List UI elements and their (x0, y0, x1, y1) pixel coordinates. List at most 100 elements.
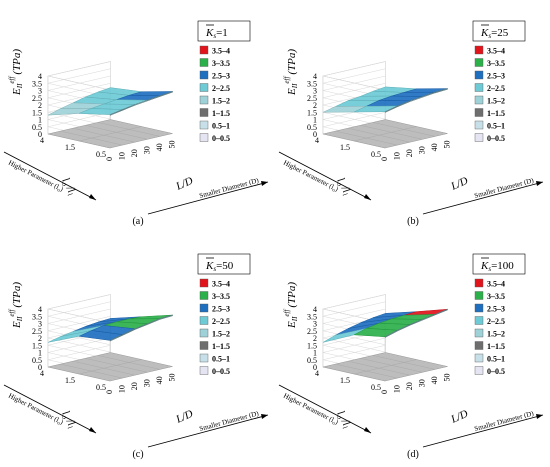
legend-entry: 3–3.5 (212, 292, 230, 301)
col-tick-label: 0 (380, 157, 389, 161)
legend-entry: 3.5–4 (212, 47, 230, 56)
z-axis-label: EIIeff(TPa) (283, 282, 299, 329)
legend-swatch (199, 133, 209, 142)
legend-swatch (474, 366, 484, 375)
col-axis-arrow (422, 414, 544, 448)
z-axis-label: EIIeff(TPa) (283, 49, 299, 96)
row-tick-label: 1.5 (65, 376, 75, 385)
z-tick-label: 3.5 (32, 312, 42, 321)
col-tick-label: 40 (430, 376, 439, 384)
z-tick-label: 0.5 (307, 356, 317, 365)
col-tick-label: 10 (393, 385, 402, 393)
legend-entry: 1.5–2 (212, 330, 230, 339)
col-tick-label: 40 (430, 143, 439, 151)
surface-edge (109, 314, 173, 342)
legend-swatch (199, 120, 209, 130)
floor-grid (353, 126, 417, 142)
grid-line (47, 308, 111, 324)
col-tick-label: 40 (155, 143, 164, 151)
z-axis-label: EIIeff(TPa) (8, 282, 24, 329)
surface-edge (384, 88, 448, 113)
row-axis-description: Higher Parameter (lo) (6, 392, 65, 428)
z-tick-label: 4 (313, 305, 317, 314)
legend-swatch (474, 45, 484, 55)
legend-entry: 1–1.5 (212, 342, 230, 351)
legend-entry: 0–0.5 (487, 134, 505, 143)
ks-box (197, 253, 251, 275)
col-axis-arrowhead (261, 181, 268, 186)
legend-swatch (474, 303, 484, 313)
grid-line (47, 68, 111, 84)
col-axis-arrowhead (536, 414, 543, 419)
legend-entry: 0–0.5 (212, 367, 230, 376)
row-axis-description: Higher Parameter (lo) (281, 392, 340, 428)
col-tick-label: 0 (105, 390, 114, 394)
chart-panel-a: 0 0.5 1 1.5 2 2.5 3 3.5 4 4 1.5 0.5 0 10 20 30 40 50 EIIef… (0, 0, 275, 233)
legend-entry: 3–3.5 (212, 59, 230, 68)
col-tick-label: 40 (155, 376, 164, 384)
col-axis-label: L/D (448, 408, 469, 426)
legend-entry: 2.5–3 (487, 72, 505, 81)
col-tick-label: 50 (168, 374, 177, 382)
legend-entry: 1.5–2 (212, 97, 230, 106)
row-axis-arrowhead (364, 194, 371, 200)
legend-swatch (474, 341, 484, 350)
z-tick-label: 0.5 (32, 356, 42, 365)
z-axis-label: EIIeff(TPa) (8, 49, 24, 96)
z-tick-label: 1 (313, 116, 317, 125)
col-tick-label: 0 (105, 157, 114, 161)
legend-entry: 1.5–2 (487, 330, 505, 339)
z-tick-label: 1.5 (32, 341, 42, 350)
row-tick-label: 4 (315, 369, 319, 378)
grid-line (322, 294, 386, 310)
legend-swatch (199, 328, 209, 338)
grid-line (322, 330, 386, 345)
surface-edge (109, 91, 173, 116)
legend-swatch (199, 303, 209, 313)
z-tick-label: 2 (38, 334, 42, 343)
z-tick-label: 2.5 (307, 94, 317, 103)
row-axis-label: lo /ll (58, 409, 78, 430)
z-tick-label: 1 (313, 349, 317, 358)
legend-swatch (474, 58, 484, 67)
z-tick-label: 3.5 (307, 312, 317, 321)
z-tick-label: 1 (38, 349, 42, 358)
z-tick-label: 2.5 (32, 94, 42, 103)
col-tick-label: 30 (418, 379, 427, 387)
col-axis-description: Smaller Diameter (D) (473, 176, 535, 200)
z-tick-label: 2 (313, 101, 317, 110)
row-tick-label: 0.5 (96, 150, 106, 159)
col-tick-label: 20 (405, 149, 414, 157)
panel-label: (c) (132, 449, 143, 460)
row-tick-label: 4 (40, 136, 44, 145)
legend-entry: 0.5–1 (212, 122, 230, 131)
row-axis-arrow (278, 151, 372, 201)
z-tick-label: 3.5 (32, 79, 42, 88)
legend-swatch (474, 328, 484, 338)
legend-swatch (199, 278, 209, 288)
row-tick-label: 4 (40, 369, 44, 378)
grid-line (322, 61, 386, 77)
legend-swatch (474, 108, 484, 117)
legend-swatch (474, 278, 484, 288)
col-tick-label: 30 (143, 146, 152, 154)
floor-grid (78, 359, 142, 375)
chart-panel-b: 0 0.5 1 1.5 2 2.5 3 3.5 4 4 1.5 0.5 0 10 20 30 40 50 EIIef… (275, 0, 550, 233)
legend-swatch (474, 95, 484, 105)
ks-box (472, 20, 526, 42)
col-axis-arrow (147, 414, 269, 448)
legend-entry: 1–1.5 (212, 109, 230, 118)
legend-entry: 2.5–3 (212, 305, 230, 314)
legend-swatch (199, 316, 209, 325)
chart-panel-d: 0 0.5 1 1.5 2 2.5 3 3.5 4 4 1.5 0.5 0 10 20 30 40 50 EIIef… (275, 233, 550, 466)
z-tick-label: 0.5 (307, 123, 317, 132)
z-tick-label: 1.5 (307, 341, 317, 350)
col-tick-label: 0 (380, 390, 389, 394)
grid-line (47, 61, 111, 77)
floor-grid (78, 126, 142, 142)
legend-entry: 2–2.5 (212, 317, 230, 326)
row-tick-label: 0.5 (371, 383, 381, 392)
col-axis-label: L/D (173, 175, 194, 193)
legend-entry: 2.5–3 (487, 305, 505, 314)
row-axis-description: Higher Parameter (lo) (281, 159, 340, 195)
